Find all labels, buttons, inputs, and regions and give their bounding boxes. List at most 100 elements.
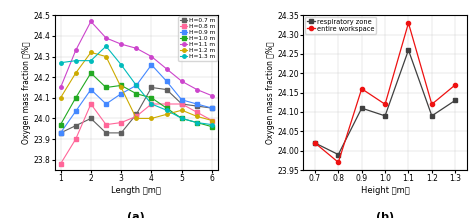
H=1.0 m: [58, 123, 64, 126]
entire workspace: [382, 103, 388, 106]
H=0.7 m: [179, 103, 185, 105]
H=0.9 m: [58, 132, 64, 134]
respiratory zone: [336, 153, 341, 156]
H=1.0 m: [103, 86, 109, 89]
H=1.2 m: [103, 55, 109, 58]
H=1.3 m: [149, 103, 155, 105]
Y-axis label: Oxygen mass fraction （%）: Oxygen mass fraction （%）: [265, 41, 274, 144]
entire workspace: [452, 84, 458, 86]
H=1.1 m: [209, 94, 215, 97]
H=1.1 m: [179, 80, 185, 83]
Text: (a): (a): [128, 212, 145, 218]
H=1.1 m: [103, 37, 109, 39]
H=1.3 m: [164, 109, 170, 111]
H=1.2 m: [179, 109, 185, 111]
H=1.2 m: [88, 51, 94, 54]
H=1.0 m: [149, 97, 155, 99]
H=0.7 m: [149, 86, 155, 89]
H=0.9 m: [118, 92, 124, 95]
H=1.1 m: [58, 86, 64, 89]
Line: respiratory zone: respiratory zone: [313, 48, 457, 157]
H=0.7 m: [88, 117, 94, 120]
respiratory zone: [312, 142, 318, 144]
entire workspace: [429, 103, 435, 106]
H=1.1 m: [134, 47, 139, 49]
H=1.3 m: [134, 84, 139, 87]
H=0.7 m: [103, 132, 109, 134]
H=1.3 m: [194, 121, 200, 124]
H=0.8 m: [179, 103, 185, 105]
H=0.8 m: [73, 138, 79, 140]
H=1.0 m: [118, 84, 124, 87]
H=0.9 m: [179, 99, 185, 101]
H=0.8 m: [194, 111, 200, 114]
respiratory zone: [429, 115, 435, 117]
H=0.8 m: [164, 103, 170, 105]
H=0.7 m: [164, 88, 170, 91]
Line: H=1.1 m: H=1.1 m: [59, 20, 214, 97]
H=1.3 m: [73, 59, 79, 62]
H=0.8 m: [103, 123, 109, 126]
Line: H=1.3 m: H=1.3 m: [59, 44, 214, 126]
H=0.8 m: [209, 119, 215, 122]
H=1.1 m: [118, 43, 124, 46]
H=1.3 m: [88, 59, 94, 62]
H=1.2 m: [118, 86, 124, 89]
H=0.9 m: [73, 110, 79, 112]
H=0.9 m: [209, 107, 215, 109]
Line: H=1.0 m: H=1.0 m: [59, 71, 214, 128]
H=1.3 m: [58, 61, 64, 64]
H=0.9 m: [103, 103, 109, 105]
Line: H=1.2 m: H=1.2 m: [59, 51, 214, 122]
H=1.3 m: [103, 45, 109, 48]
H=0.9 m: [88, 88, 94, 91]
H=1.1 m: [194, 88, 200, 91]
H=1.0 m: [73, 97, 79, 99]
H=0.8 m: [88, 103, 94, 105]
H=1.2 m: [164, 113, 170, 116]
respiratory zone: [406, 49, 411, 51]
H=1.0 m: [134, 92, 139, 95]
Legend: respiratory zone, entire workspace: respiratory zone, entire workspace: [305, 17, 376, 34]
respiratory zone: [452, 99, 458, 102]
H=0.7 m: [194, 105, 200, 107]
H=1.2 m: [209, 119, 215, 122]
respiratory zone: [382, 115, 388, 117]
entire workspace: [406, 22, 411, 24]
H=0.8 m: [58, 163, 64, 165]
H=1.0 m: [88, 72, 94, 74]
X-axis label: Length （m）: Length （m）: [111, 186, 161, 195]
H=0.8 m: [149, 103, 155, 105]
Y-axis label: Oxygen mass fraction （%）: Oxygen mass fraction （%）: [22, 41, 31, 144]
Line: entire workspace: entire workspace: [313, 21, 457, 164]
Text: (b): (b): [376, 212, 394, 218]
H=1.2 m: [73, 72, 79, 74]
H=0.9 m: [164, 80, 170, 83]
Legend: H=0.7 m, H=0.8 m, H=0.9 m, H=1.0 m, H=1.1 m, H=1.2 m, H=1.3 m: H=0.7 m, H=0.8 m, H=0.9 m, H=1.0 m, H=1.…: [178, 16, 217, 61]
H=0.9 m: [134, 84, 139, 87]
entire workspace: [312, 142, 318, 144]
H=0.7 m: [118, 132, 124, 134]
H=0.7 m: [134, 113, 139, 116]
respiratory zone: [359, 107, 365, 109]
H=0.9 m: [149, 63, 155, 66]
H=1.1 m: [88, 20, 94, 23]
Line: H=0.9 m: H=0.9 m: [59, 63, 214, 135]
H=1.3 m: [179, 117, 185, 120]
Line: H=0.8 m: H=0.8 m: [59, 102, 214, 166]
H=0.7 m: [209, 107, 215, 109]
H=0.8 m: [118, 121, 124, 124]
H=1.0 m: [209, 125, 215, 128]
H=0.8 m: [134, 115, 139, 118]
H=0.7 m: [58, 132, 64, 134]
H=1.1 m: [149, 55, 155, 58]
H=0.9 m: [194, 103, 200, 105]
H=1.3 m: [209, 123, 215, 126]
X-axis label: Height （m）: Height （m）: [361, 186, 410, 195]
H=1.2 m: [134, 117, 139, 120]
H=1.2 m: [194, 115, 200, 118]
H=0.7 m: [73, 124, 79, 127]
H=1.1 m: [73, 49, 79, 52]
H=1.2 m: [58, 97, 64, 99]
H=1.3 m: [118, 63, 124, 66]
